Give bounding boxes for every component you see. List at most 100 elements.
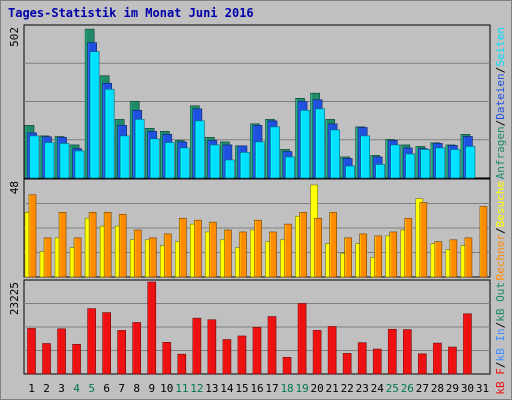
sites-bar xyxy=(269,231,277,278)
day-label: 23 xyxy=(356,382,369,395)
kbf-bar xyxy=(252,326,262,375)
legend-entry: Dateien xyxy=(494,73,507,119)
y-max-label: 48 xyxy=(8,181,21,194)
legend-entry: kB Out xyxy=(494,282,507,322)
pages-bar xyxy=(450,149,461,179)
pages-bar xyxy=(104,88,115,179)
pages-bar xyxy=(210,144,220,179)
day-label: 18 xyxy=(280,382,293,395)
kbf-bar xyxy=(463,313,472,375)
kbf-bar xyxy=(27,328,36,375)
day-label: 1 xyxy=(28,382,35,395)
kbf-bar xyxy=(147,281,157,375)
day-label: 30 xyxy=(461,382,474,395)
pages-bar xyxy=(240,152,250,179)
day-label: 28 xyxy=(431,382,444,395)
day-label: 25 xyxy=(386,382,399,395)
pages-bar xyxy=(74,150,85,179)
kbf-bar xyxy=(403,329,412,375)
pages-bar xyxy=(360,135,371,179)
sites-bar xyxy=(479,206,488,278)
sites-bar xyxy=(299,212,307,278)
sites-bar xyxy=(163,233,172,278)
pages-bar xyxy=(119,135,130,179)
kbf-bar xyxy=(448,346,457,375)
pages-bar xyxy=(420,149,431,179)
pages-bar xyxy=(180,147,190,179)
day-label: 26 xyxy=(401,382,414,395)
legend-2: Rechner/Besuche xyxy=(494,181,507,280)
pages-bar xyxy=(285,156,295,179)
kbf-bar xyxy=(433,342,442,375)
day-label: 20 xyxy=(311,382,324,395)
pages-bar xyxy=(134,119,145,179)
day-label: 16 xyxy=(250,382,263,395)
pages-bar xyxy=(270,126,280,179)
legend-entry: Seiten xyxy=(494,27,507,67)
sites-bar xyxy=(449,239,458,278)
legend-entry: / xyxy=(494,362,507,369)
pages-bar xyxy=(375,164,386,179)
kbf-bar xyxy=(132,322,142,375)
day-label: 12 xyxy=(190,382,203,395)
legend-entry: / xyxy=(494,120,507,127)
day-label: 11 xyxy=(175,382,188,395)
legend-entry: kB F xyxy=(494,368,507,395)
sites-bar xyxy=(179,217,187,278)
sites-bar xyxy=(389,231,398,278)
legend-entry: Besuche xyxy=(494,181,507,227)
sites-bar xyxy=(103,212,112,278)
sites-bar xyxy=(73,237,82,278)
day-label: 15 xyxy=(235,382,248,395)
sites-bar xyxy=(209,221,217,278)
pages-bar xyxy=(225,159,235,179)
pages-bar xyxy=(89,51,100,179)
day-label: 22 xyxy=(341,382,354,395)
kbf-bar xyxy=(267,316,277,375)
pages-bar xyxy=(465,146,476,179)
pages-bar xyxy=(44,142,55,179)
pages-bar xyxy=(405,153,416,179)
kbf-bar xyxy=(42,343,51,375)
sites-bar xyxy=(434,241,443,278)
sites-bar xyxy=(28,194,37,278)
day-label: 2 xyxy=(43,382,50,395)
kbf-bar xyxy=(192,317,202,375)
legend-entry: / xyxy=(494,67,507,74)
sites-bar xyxy=(43,237,52,278)
day-label: 13 xyxy=(205,382,218,395)
day-label: 6 xyxy=(103,382,110,395)
kbf-bar xyxy=(72,343,81,375)
sites-bar xyxy=(118,214,127,278)
kbf-bar xyxy=(312,330,322,375)
kbf-bar xyxy=(237,335,247,375)
legend-entry: / xyxy=(494,322,507,329)
day-label: 29 xyxy=(446,382,459,395)
y-max-label: 502 xyxy=(8,27,21,47)
kbf-bar xyxy=(87,308,96,375)
sites-bar xyxy=(133,229,142,278)
pages-bar xyxy=(435,147,446,179)
sites-bar xyxy=(374,235,383,278)
sites-bar xyxy=(404,217,413,278)
legend-entry: Rechner xyxy=(494,234,507,281)
pages-bar xyxy=(345,165,355,179)
sites-bar xyxy=(284,223,292,278)
pages-bar xyxy=(255,141,265,179)
day-label: 7 xyxy=(118,382,125,395)
kbf-bar xyxy=(57,328,66,375)
kbf-bar xyxy=(177,353,187,375)
sites-bar xyxy=(58,212,67,278)
sites-bar xyxy=(314,217,322,278)
kbf-bar xyxy=(162,342,172,375)
pages-bar xyxy=(164,142,175,179)
y-max-label: 23225 xyxy=(8,282,21,315)
pages-bar xyxy=(59,143,70,179)
kbf-bar xyxy=(372,348,382,375)
chart-title: Tages-Statistik im Monat Juni 2016 xyxy=(8,6,254,20)
day-label: 17 xyxy=(265,382,278,395)
pages-bar xyxy=(149,138,160,179)
day-label: 14 xyxy=(220,382,234,395)
kbf-bar xyxy=(102,312,111,375)
legend-entry: kB In xyxy=(494,328,507,361)
